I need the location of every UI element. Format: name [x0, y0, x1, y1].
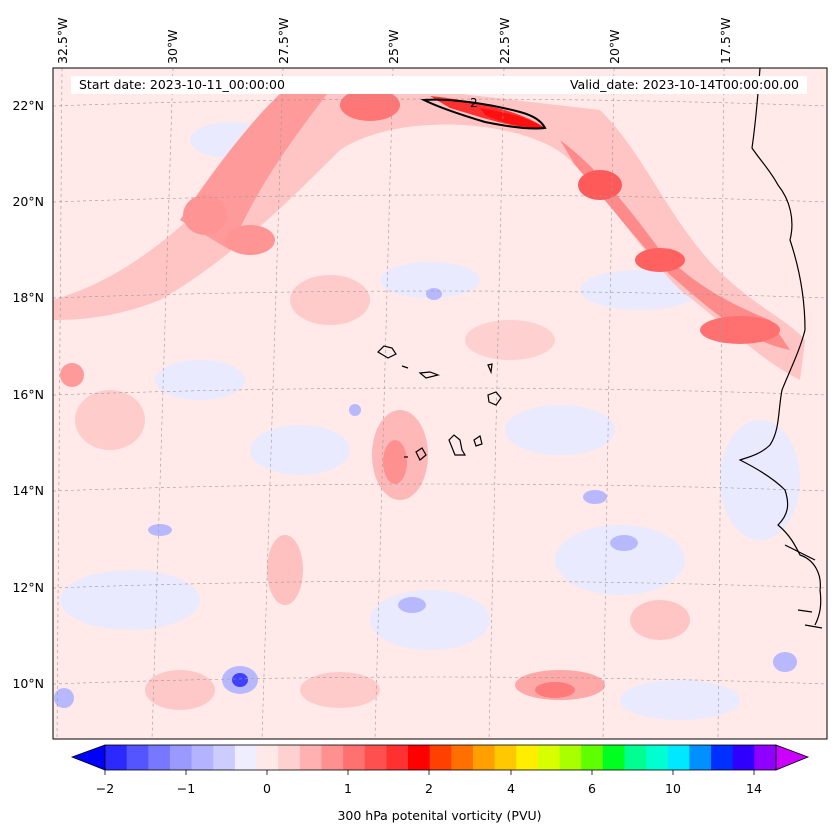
- colorbar-segment: [602, 745, 625, 770]
- cape-verde-islands: [377, 345, 502, 461]
- colorbar-segment: [754, 745, 777, 770]
- colorbar-segment: [148, 745, 171, 770]
- positive-pv-patches: [60, 275, 690, 710]
- colorbar-segment: [408, 745, 431, 770]
- colorbar-segment: [299, 745, 322, 770]
- lat-label: 20°N: [12, 194, 44, 209]
- colorbar-segment: [213, 745, 236, 770]
- colorbar-tick-label: 6: [588, 781, 596, 796]
- colorbar-segment: [624, 745, 647, 770]
- colorbar-segment: [581, 745, 604, 770]
- date-banner: Start date: 2023-10-11_00:00:00 Valid_da…: [71, 76, 807, 94]
- lat-label: 16°N: [12, 387, 44, 402]
- lon-label: 25°W: [386, 29, 401, 64]
- lat-label: 12°N: [12, 580, 44, 595]
- colorbar-high-extend: [775, 744, 810, 771]
- colorbar-ticks: [104, 770, 755, 775]
- colorbar-segment: [191, 745, 214, 770]
- colorbar-tick-label: 2: [425, 781, 433, 796]
- colorbar-segment: [451, 745, 474, 770]
- lat-label: 18°N: [12, 290, 44, 305]
- colorbar-segment: [105, 745, 128, 770]
- pv-2-contour: [420, 98, 547, 130]
- colorbar-segment: [646, 745, 669, 770]
- colorbar-segment: [169, 745, 193, 770]
- colorbar-low-extend: [72, 745, 105, 770]
- colorbar-title: 300 hPa potenital vorticity (PVU): [337, 808, 542, 823]
- contour-label: 2: [470, 96, 478, 110]
- colorbar-segment: [256, 745, 279, 770]
- colorbar-segment: [343, 745, 366, 770]
- start-date-label: Start date: 2023-10-11_00:00:00: [79, 77, 285, 92]
- colorbar-segment: [516, 745, 539, 770]
- colorbar-segment: [667, 745, 690, 770]
- colorbar-frame: [104, 744, 777, 771]
- lon-label: 32.5°W: [55, 17, 70, 64]
- lon-label: 17.5°W: [718, 17, 733, 64]
- graticule: [52, 67, 828, 740]
- lat-label: 22°N: [12, 98, 44, 113]
- colorbar-segment: [126, 745, 149, 770]
- coastline: [738, 67, 823, 629]
- colorbar-segment: [711, 745, 734, 770]
- colorbar: [70, 744, 810, 775]
- negative-pv-minimum: [232, 673, 248, 687]
- colorbar-segment: [321, 745, 344, 770]
- lon-label: 20°W: [607, 29, 622, 64]
- colorbar-tick-label: 14: [746, 781, 762, 796]
- colorbar-segment: [472, 745, 496, 770]
- lon-label: 30°W: [165, 29, 180, 64]
- lon-label: 27.5°W: [276, 17, 291, 64]
- lat-label: 14°N: [12, 483, 44, 498]
- colorbar-segment: [559, 745, 582, 770]
- colorbar-tick-label: −1: [176, 781, 196, 796]
- colorbar-segment: [234, 745, 258, 770]
- colorbar-tick-label: −2: [95, 781, 115, 796]
- colorbar-tick-label: 0: [263, 781, 271, 796]
- colorbar-segment: [732, 745, 755, 770]
- colorbar-segment: [278, 745, 301, 770]
- valid-date-label: Valid_date: 2023-10-14T00:00:00.00: [569, 77, 799, 92]
- map-frame: [52, 67, 828, 740]
- lon-label: 22.5°W: [497, 17, 512, 64]
- positive-pv-band: [53, 80, 805, 380]
- colorbar-segment: [364, 745, 387, 770]
- colorbar-segment: [386, 745, 409, 770]
- negative-pv-patches: [60, 122, 800, 720]
- colorbar-segment: [494, 745, 517, 770]
- colorbar-tick-label: 10: [665, 781, 681, 796]
- lat-label: 10°N: [12, 676, 44, 691]
- colorbar-tick-label: 1: [344, 781, 352, 796]
- colorbar-segments: [105, 745, 777, 770]
- colorbar-segment: [429, 745, 452, 770]
- colorbar-segment: [537, 745, 561, 770]
- colorbar-segment: [689, 745, 712, 770]
- colorbar-tick-label: 4: [507, 781, 515, 796]
- map-panel: 2: [52, 67, 828, 740]
